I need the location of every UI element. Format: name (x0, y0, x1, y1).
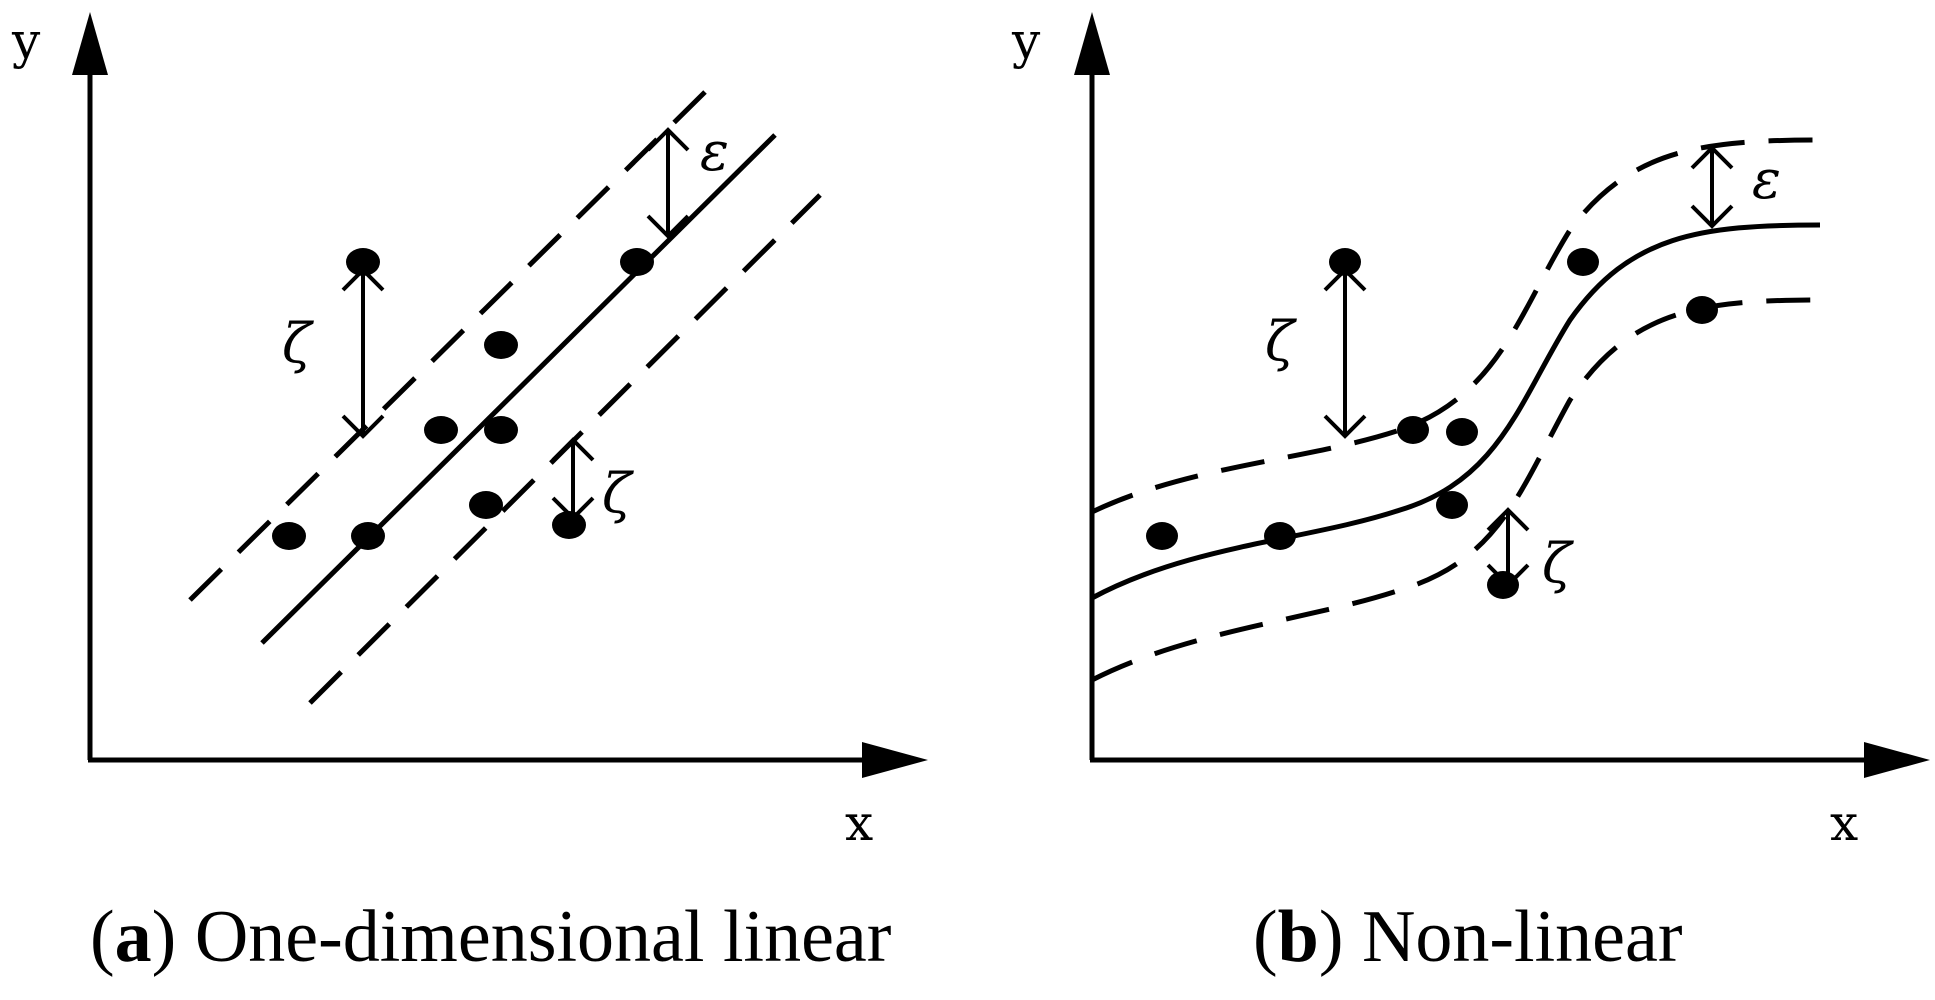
panel-a-data-point (351, 522, 385, 550)
panel-b-data-point (1686, 296, 1718, 324)
panel-b-upper-boundary (1090, 137, 1821, 515)
panel-b-data-point (1487, 571, 1519, 599)
panel-b-regression-curve (1090, 222, 1821, 601)
panel-a-y-axis-arrow (72, 12, 108, 75)
panel-b-data-point (1264, 522, 1296, 550)
panel-a-data-point (469, 491, 503, 519)
panel-a-data-point (346, 248, 380, 276)
panel-b-data-point (1397, 416, 1429, 444)
panel-b-data-point (1436, 491, 1468, 519)
panel-a-caption: (a) One-dimensional linear (90, 896, 892, 978)
panel-a-caption-letter: a (114, 896, 152, 978)
panel-a-epsilon-arrow (646, 127, 690, 239)
panel-a-data-point (484, 331, 518, 359)
panel-a-x-axis-label: x (845, 794, 873, 852)
panel-b-epsilon-arrow (1690, 145, 1734, 229)
panel-b-zeta-label-lower: ζ (1542, 532, 1574, 595)
panel-a-data-point (424, 416, 458, 444)
panel-a-regression-line (260, 133, 777, 645)
panel-b-y-axis-label: y (1011, 12, 1041, 70)
panel-b-data-point (1146, 522, 1178, 550)
panel-b-caption-letter: b (1277, 896, 1319, 978)
panel-b: y x ε ζ ζ (1011, 12, 1930, 852)
panel-a-data-point (272, 522, 306, 550)
panel-b-x-axis-label: x (1830, 794, 1858, 852)
panel-a-upper-boundary (188, 90, 707, 602)
panel-a-data-point (484, 416, 518, 444)
panel-a: y x ε ζ ζ (11, 12, 928, 852)
panel-b-x-axis-arrow (1864, 742, 1930, 778)
panel-b-zeta-label-upper: ζ (1265, 310, 1297, 373)
panel-a-zeta-label-upper: ζ (282, 312, 314, 375)
panel-a-data-point (620, 248, 654, 276)
panel-a-y-axis-label: y (11, 12, 41, 70)
panel-a-data-point (552, 511, 586, 539)
panel-b-zeta-arrow-upper (1323, 267, 1367, 439)
panel-b-caption-text: Non-linear (1343, 896, 1683, 978)
panel-a-x-axis-arrow (862, 742, 928, 778)
panel-a-epsilon-label: ε (700, 120, 729, 183)
panel-a-zeta-arrow-lower (551, 437, 595, 521)
panel-b-caption: (b) Non-linear (1253, 896, 1683, 978)
panel-b-data-point (1567, 248, 1599, 276)
panel-b-y-axis-arrow (1074, 12, 1110, 75)
panel-b-lower-boundary (1090, 297, 1821, 683)
panel-a-zeta-arrow-upper (341, 267, 385, 439)
panel-b-data-point (1446, 418, 1478, 446)
panel-b-data-point (1329, 248, 1361, 276)
panel-b-epsilon-label: ε (1752, 148, 1781, 211)
panel-a-caption-text: One-dimensional linear (176, 896, 892, 978)
panel-a-zeta-label-lower: ζ (602, 462, 634, 525)
